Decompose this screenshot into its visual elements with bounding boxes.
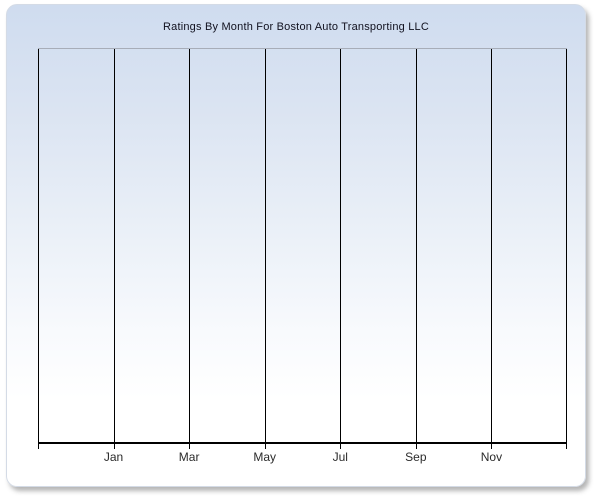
- x-axis-tick-label: May: [253, 450, 277, 464]
- gridline: [491, 49, 493, 449]
- chart-panel: Ratings By Month For Boston Auto Transpo…: [6, 4, 586, 487]
- gridline: [113, 49, 115, 449]
- gridline: [264, 49, 266, 449]
- chart-title: Ratings By Month For Boston Auto Transpo…: [163, 21, 429, 33]
- x-axis-tick-label: Sep: [405, 450, 427, 464]
- x-axis-tick-label: Jul: [332, 450, 348, 464]
- x-axis-tick-label: Mar: [178, 450, 200, 464]
- x-axis-tick-label: Jan: [103, 450, 124, 464]
- gridline: [415, 49, 417, 449]
- gridline: [566, 49, 567, 449]
- gridline: [38, 49, 39, 449]
- x-axis-tick-label: Nov: [480, 450, 503, 464]
- plot-area: Jan Mar May Jul Sep Nov: [38, 48, 567, 464]
- gridline: [340, 49, 342, 449]
- gridline: [189, 49, 191, 449]
